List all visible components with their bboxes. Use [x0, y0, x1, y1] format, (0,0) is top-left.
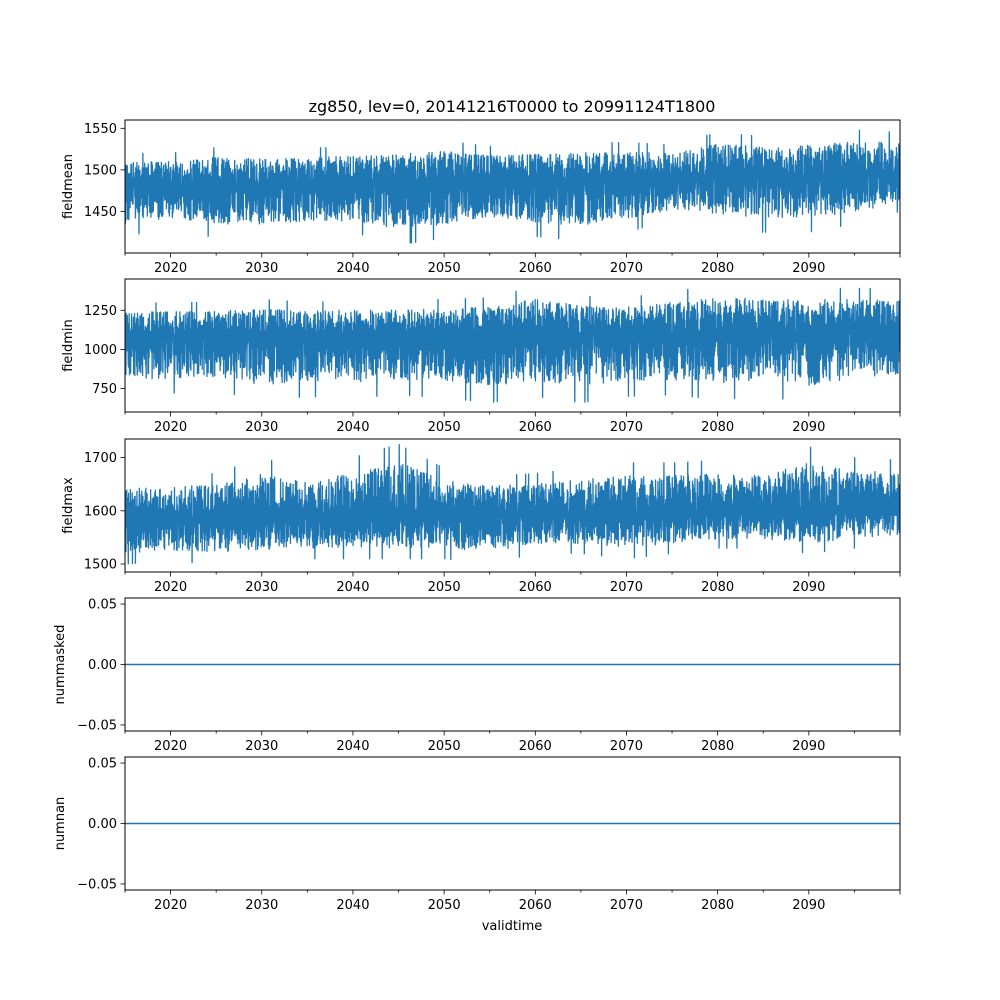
x-tick-label: 2030: [245, 261, 278, 276]
series-line-fieldmin: [125, 287, 900, 403]
x-tick-label: 2070: [610, 898, 643, 913]
y-tick-label: 750: [92, 382, 117, 397]
x-tick-label: 2030: [245, 580, 278, 595]
x-tick-label: 2050: [428, 420, 461, 435]
x-tick-label: 2030: [245, 420, 278, 435]
panels: 2020 2030 2040 2050 2060 2070 2080 2090 1450 1500…: [53, 119, 901, 913]
x-tick-label: 2090: [792, 580, 825, 595]
x-tick-label: 2020: [154, 420, 187, 435]
x-tick-label: 2040: [336, 739, 369, 754]
y-tick-label: 0.00: [88, 817, 117, 832]
series-line-fieldmean: [125, 129, 900, 244]
y-axis-label-fieldmax: fieldmax: [61, 477, 76, 534]
y-tick-label: 1500: [84, 163, 117, 178]
x-tick-label: 2050: [428, 898, 461, 913]
x-tick-label: 2080: [701, 898, 734, 913]
x-tick-label: 2020: [154, 261, 187, 276]
x-tick-label: 2070: [610, 261, 643, 276]
panel-numnan: 2020 2030 2040 2050 2060 2070 2080 2090 0.05 0.00…: [53, 756, 901, 913]
x-tick-label: 2040: [336, 261, 369, 276]
x-tick-label: 2060: [519, 261, 552, 276]
y-axis-label-nummasked: nummasked: [53, 625, 68, 705]
x-tick-label: 2020: [154, 739, 187, 754]
axes-frame-fieldmax: [124, 438, 901, 573]
y-tick-label: −0.05: [77, 718, 117, 733]
x-tick-label: 2060: [519, 580, 552, 595]
x-tick-label: 2070: [610, 580, 643, 595]
panel-fieldmax: 2020 2030 2040 2050 2060 2070 2080 2090 1500 1600…: [61, 438, 901, 595]
y-tick-label: 1450: [84, 205, 117, 220]
axes-frame-fieldmean: [124, 119, 901, 254]
x-tick-label: 2020: [154, 898, 187, 913]
x-tick-label: 2080: [701, 580, 734, 595]
x-tick-label: 2030: [245, 739, 278, 754]
panel-nummasked: 2020 2030 2040 2050 2060 2070 2080 2090 0.05 0.00…: [53, 597, 901, 754]
y-tick-label: −0.05: [77, 877, 117, 892]
y-tick-label: 0.00: [88, 658, 117, 673]
x-tick-label: 2090: [792, 261, 825, 276]
x-tick-label: 2040: [336, 580, 369, 595]
chart-title: zg850, lev=0, 20141216T0000 to 20991124T…: [309, 97, 716, 116]
y-tick-label: 1700: [84, 451, 117, 466]
y-tick-label: 1000: [84, 343, 117, 358]
y-tick-label: 0.05: [88, 757, 117, 772]
x-tick-label: 2090: [792, 420, 825, 435]
x-tick-label: 2050: [428, 739, 461, 754]
x-tick-label: 2060: [519, 420, 552, 435]
axes-frame-fieldmin: [124, 278, 901, 413]
y-axis-label-fieldmean: fieldmean: [61, 154, 76, 219]
x-tick-label: 2050: [428, 261, 461, 276]
x-tick-label: 2090: [792, 898, 825, 913]
y-tick-label: 1550: [84, 122, 117, 137]
x-tick-label: 2030: [245, 898, 278, 913]
panel-fieldmean: 2020 2030 2040 2050 2060 2070 2080 2090 1450 1500…: [61, 119, 901, 276]
x-tick-label: 2060: [519, 739, 552, 754]
x-tick-label: 2040: [336, 898, 369, 913]
x-tick-label: 2080: [701, 420, 734, 435]
panel-fieldmin: 2020 2030 2040 2050 2060 2070 2080 2090 750 1000 1…: [61, 278, 901, 435]
y-tick-label: 1250: [84, 304, 117, 319]
x-tick-label: 2090: [792, 739, 825, 754]
x-tick-label: 2060: [519, 898, 552, 913]
x-tick-label: 2040: [336, 420, 369, 435]
x-tick-label: 2020: [154, 580, 187, 595]
x-tick-label: 2070: [610, 739, 643, 754]
series-line-fieldmax: [125, 444, 900, 565]
y-tick-label: 0.05: [88, 598, 117, 613]
y-tick-label: 1500: [84, 558, 117, 573]
y-axis-label-numnan: numnan: [53, 797, 68, 851]
x-axis-label: validtime: [482, 919, 543, 934]
y-axis-label-fieldmin: fieldmin: [61, 319, 76, 372]
x-tick-label: 2050: [428, 580, 461, 595]
x-tick-label: 2080: [701, 739, 734, 754]
x-tick-label: 2070: [610, 420, 643, 435]
y-tick-label: 1600: [84, 504, 117, 519]
x-tick-label: 2080: [701, 261, 734, 276]
